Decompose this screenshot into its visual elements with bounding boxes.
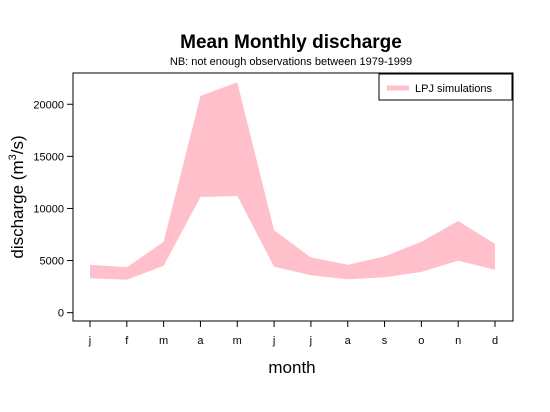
x-tick-label: m (233, 335, 242, 347)
y-axis-title-tail: /s) (8, 135, 27, 154)
y-axis-title-base: discharge (m (8, 160, 27, 258)
series-band-0 (90, 82, 495, 280)
x-tick-label: d (492, 335, 498, 347)
chart-title: Mean Monthly discharge (180, 32, 402, 53)
y-axis: 0 5000 10000 15000 20000 (33, 99, 74, 320)
y-tick-label: 0 (58, 308, 64, 320)
x-tick-label: a (345, 335, 352, 347)
x-tick-label: f (125, 335, 129, 347)
y-tick-label: 20000 (33, 99, 64, 111)
chart-subtitle: NB: not enough observations between 1979… (170, 56, 412, 68)
x-tick-label: a (197, 335, 204, 347)
x-tick-label: j (88, 335, 91, 347)
x-tick-label: o (418, 335, 424, 347)
x-tick-label: n (455, 335, 461, 347)
y-tick-label: 5000 (40, 256, 64, 268)
y-axis-title: discharge (m3/s) (7, 135, 27, 258)
x-tick-label: j (272, 335, 275, 347)
y-tick-label: 15000 (33, 151, 64, 163)
x-axis-title: month (268, 358, 315, 377)
area-layer (90, 82, 495, 280)
plot-frame (72, 72, 514, 322)
legend: LPJ simulations (378, 73, 513, 101)
x-tick-label: s (382, 335, 388, 347)
x-tick-label: m (159, 335, 168, 347)
legend-label-lpj: LPJ simulations (415, 83, 493, 95)
y-axis-title-sup: 3 (7, 154, 19, 160)
y-tick-label: 10000 (33, 203, 64, 215)
x-tick-label: j (309, 335, 312, 347)
